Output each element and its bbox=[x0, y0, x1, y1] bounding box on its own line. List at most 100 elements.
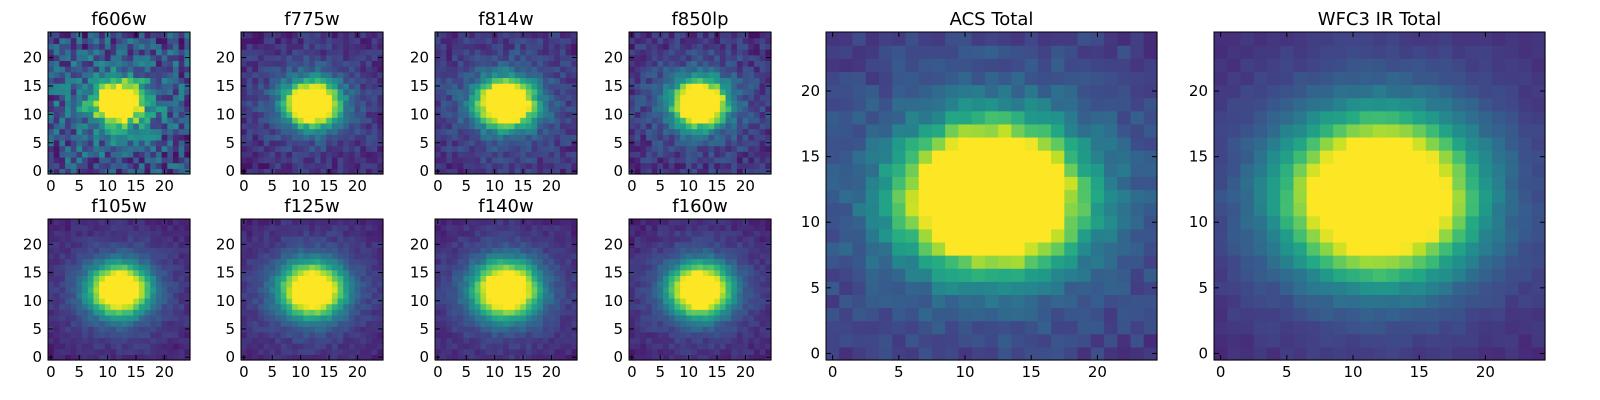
heatmap-cell bbox=[503, 128, 510, 135]
heatmap-cell bbox=[565, 32, 572, 39]
heatmap-cell bbox=[668, 343, 676, 350]
heatmap-cell bbox=[155, 71, 163, 79]
heatmap-cell bbox=[634, 54, 641, 61]
heatmap-cell bbox=[377, 258, 384, 265]
heatmap-cell bbox=[691, 145, 698, 152]
heatmap-cell bbox=[480, 269, 487, 276]
heatmap-cell bbox=[531, 326, 538, 333]
heatmap-cell bbox=[537, 235, 544, 243]
heatmap-cell bbox=[303, 139, 310, 147]
heatmap-cell bbox=[663, 303, 670, 310]
x-tick-label: 10 bbox=[291, 177, 310, 195]
heatmap-cell bbox=[759, 37, 766, 44]
heatmap-cell bbox=[708, 117, 715, 124]
heatmap-cell bbox=[286, 60, 293, 67]
heatmap-cell bbox=[514, 151, 521, 158]
heatmap-cell bbox=[651, 105, 658, 113]
heatmap-cell bbox=[542, 134, 550, 141]
heatmap-cell bbox=[76, 145, 83, 152]
heatmap-cell bbox=[474, 168, 482, 175]
heatmap-cell bbox=[314, 230, 322, 237]
heatmap-cell bbox=[82, 292, 89, 299]
heatmap-cell bbox=[337, 224, 344, 231]
heatmap-cell bbox=[748, 348, 755, 355]
heatmap-cell bbox=[571, 303, 578, 310]
heatmap-cell bbox=[469, 314, 476, 322]
heatmap-cell bbox=[82, 286, 89, 293]
heatmap-cell bbox=[309, 151, 316, 158]
heatmap-cell bbox=[116, 139, 123, 147]
heatmap-cell bbox=[263, 71, 270, 79]
heatmap-cell bbox=[70, 83, 77, 90]
x-tick-label: 15 bbox=[126, 177, 145, 195]
heatmap-cell bbox=[457, 219, 464, 226]
heatmap-cell bbox=[719, 49, 727, 56]
heatmap-cell bbox=[377, 128, 384, 135]
heatmap-cell bbox=[331, 88, 339, 96]
heatmap-cell bbox=[452, 292, 459, 299]
heatmap-cell bbox=[708, 281, 715, 288]
heatmap-cell bbox=[258, 354, 265, 361]
heatmap-cell bbox=[520, 134, 527, 141]
heatmap-cell bbox=[440, 309, 447, 316]
y-tick-label: 5 bbox=[613, 134, 623, 152]
heatmap-cell bbox=[629, 281, 636, 288]
heatmap-cell bbox=[172, 60, 180, 67]
heatmap-cell bbox=[531, 297, 538, 305]
heatmap-cell bbox=[178, 117, 185, 124]
heatmap-cell bbox=[314, 122, 322, 130]
heatmap-cell bbox=[685, 309, 693, 316]
heatmap-cell bbox=[565, 252, 572, 260]
heatmap-cell bbox=[531, 343, 538, 350]
heatmap-cell bbox=[731, 32, 738, 39]
heatmap-cell bbox=[508, 168, 516, 175]
heatmap-cell bbox=[753, 66, 761, 73]
heatmap-cell bbox=[371, 117, 378, 124]
heatmap-cell bbox=[309, 117, 316, 124]
heatmap-cell bbox=[303, 297, 310, 305]
heatmap-cell bbox=[736, 354, 744, 361]
heatmap-cell bbox=[263, 43, 270, 50]
heatmap-cell bbox=[629, 337, 636, 344]
heatmap-cell bbox=[127, 354, 134, 361]
heatmap-cell bbox=[491, 122, 499, 130]
heatmap-cell bbox=[474, 314, 482, 322]
heatmap-cell bbox=[748, 117, 755, 124]
heatmap-cell bbox=[371, 94, 378, 101]
heatmap-cell bbox=[258, 337, 265, 344]
heatmap-cell bbox=[155, 326, 163, 333]
heatmap-cell bbox=[514, 139, 521, 147]
heatmap-cell bbox=[252, 111, 259, 118]
heatmap-cell bbox=[697, 297, 704, 305]
heatmap-cell bbox=[503, 88, 510, 96]
heatmap-cell bbox=[70, 94, 77, 101]
heatmap-cell bbox=[508, 162, 516, 169]
heatmap-cell bbox=[469, 145, 476, 152]
heatmap-cell bbox=[691, 337, 698, 344]
heatmap-cell bbox=[542, 354, 550, 361]
heatmap-cell bbox=[246, 105, 253, 113]
heatmap-cell bbox=[548, 326, 555, 333]
heatmap-cell bbox=[753, 145, 761, 152]
heatmap-cell bbox=[275, 162, 282, 169]
heatmap-cell bbox=[685, 286, 693, 293]
heatmap-cell bbox=[150, 37, 157, 44]
heatmap-cell bbox=[497, 77, 504, 84]
heatmap-cell bbox=[537, 337, 544, 344]
heatmap-cell bbox=[70, 37, 77, 44]
y-tick-label: 5 bbox=[419, 134, 429, 152]
heatmap-cell bbox=[452, 230, 459, 237]
heatmap-cell bbox=[697, 286, 704, 293]
heatmap-cell bbox=[725, 314, 732, 322]
heatmap-cell bbox=[275, 43, 282, 50]
heatmap-cell bbox=[252, 37, 259, 44]
heatmap-cell bbox=[172, 37, 180, 44]
heatmap-cell bbox=[258, 230, 265, 237]
heatmap-cell bbox=[508, 37, 516, 44]
heatmap-cell bbox=[252, 309, 259, 316]
heatmap-cell bbox=[121, 105, 129, 113]
heatmap-cell bbox=[531, 94, 538, 101]
heatmap-cell bbox=[184, 134, 191, 141]
y-tick-label: 20 bbox=[410, 49, 429, 67]
heatmap-cell bbox=[525, 162, 533, 169]
